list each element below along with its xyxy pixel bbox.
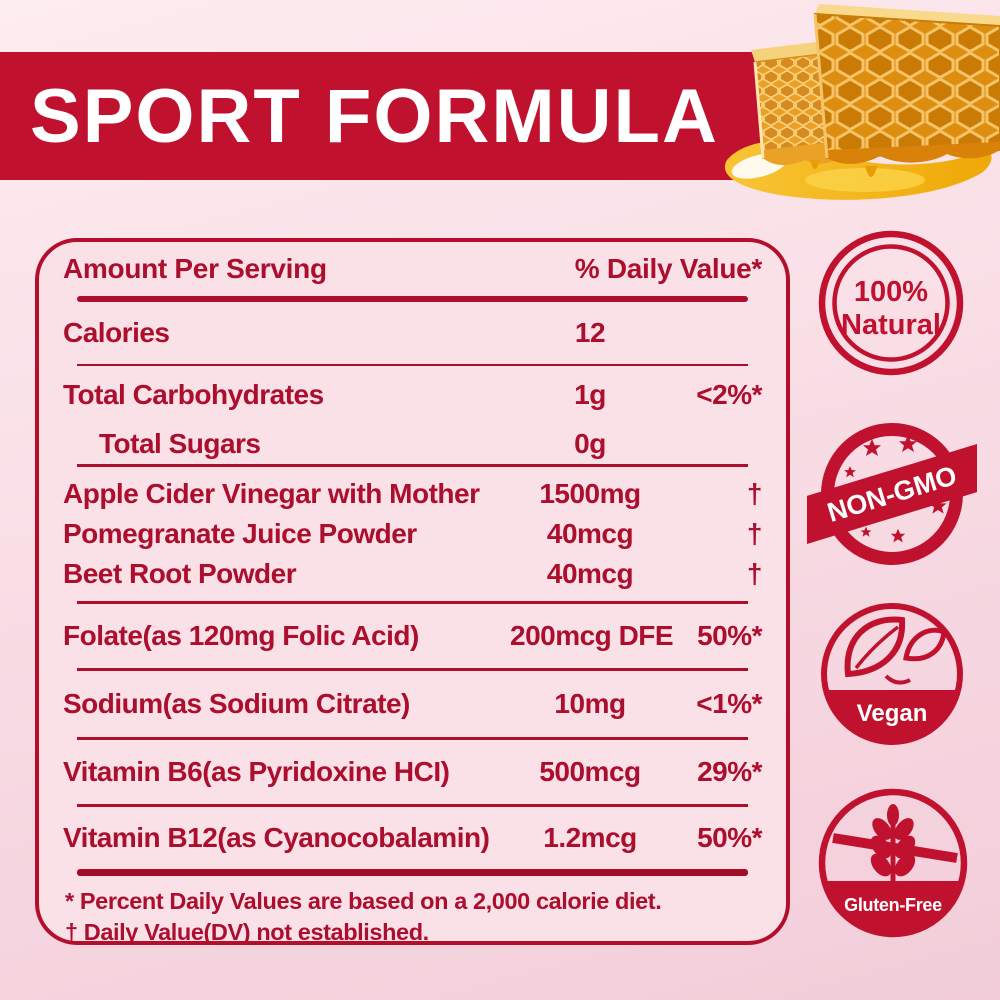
natural-badge-line1: 100% xyxy=(854,276,928,308)
table-section: Vitamin B6(as Pyridoxine HCI) 500mcg 29%… xyxy=(63,740,763,804)
nutrient-name: Sodium(as Sodium Citrate) xyxy=(63,688,410,719)
product-title: SPORT FORMULA xyxy=(30,73,719,159)
nutrient-name: Vitamin B6(as Pyridoxine HCI) xyxy=(63,756,450,787)
nutrient-name: Total Sugars xyxy=(99,428,261,459)
table-section: Total Carbohydrates 1g <2%* Total Sugars… xyxy=(63,366,763,464)
natural-badge: 100% Natural xyxy=(818,230,964,376)
table-section: Calories 12 xyxy=(63,302,762,364)
badge-outer-ring xyxy=(818,230,964,376)
nutrient-amount: 40mcg xyxy=(546,558,634,589)
nutrient-amount: 500mcg xyxy=(539,756,641,787)
nutrient-amount: 10mg xyxy=(554,688,626,719)
footnote-line: † Daily Value(DV) not established. xyxy=(65,919,429,945)
section-divider xyxy=(77,464,748,467)
nutrient-amount: 1500mg xyxy=(539,478,641,509)
nutrient-daily-value: † xyxy=(746,558,763,589)
nutrient-name: Total Carbohydrates xyxy=(63,379,324,410)
table-row: Vitamin B6(as Pyridoxine HCI) 500mcg 29%… xyxy=(63,740,763,804)
footnotes: * Percent Daily Values are based on a 2,… xyxy=(63,876,762,945)
leaf-icon xyxy=(844,616,947,685)
nutrient-daily-value: † xyxy=(746,478,763,509)
natural-badge-line2: Natural xyxy=(841,309,941,341)
nutrient-amount: 12 xyxy=(574,317,606,348)
table-section: Apple Cider Vinegar with Mother 1500mg †… xyxy=(63,467,763,601)
table-row: Total Sugars 0g xyxy=(63,424,762,464)
section-divider xyxy=(77,804,748,807)
nutrient-daily-value: <1%* xyxy=(696,688,762,719)
table-row: Vitamin B12(as Cyanocobalamin) 1.2mcg 50… xyxy=(63,807,763,869)
daily-value-label: % Daily Value* xyxy=(574,253,763,284)
wheat-icon xyxy=(870,804,916,881)
badge-ring xyxy=(821,603,963,745)
footnote-line: * Percent Daily Values are based on a 2,… xyxy=(65,888,662,914)
table-row: Apple Cider Vinegar with Mother 1500mg † xyxy=(63,474,763,514)
section-divider xyxy=(77,601,748,604)
table-row: Pomegranate Juice Powder 40mcg † xyxy=(63,514,763,554)
table-row: Sodium(as Sodium Citrate) 10mg <1%* xyxy=(63,671,763,737)
nutrient-amount: 200mcg DFE xyxy=(510,620,674,651)
supplement-facts-table: Amount Per Serving % Daily Value* Calori… xyxy=(35,238,790,945)
nutrient-name: Pomegranate Juice Powder xyxy=(63,518,417,549)
section-divider xyxy=(77,737,748,740)
nutrient-amount: 1g xyxy=(574,379,606,410)
nutrient-daily-value: † xyxy=(746,518,763,549)
table-section: Vitamin B12(as Cyanocobalamin) 1.2mcg 50… xyxy=(63,807,763,869)
badge-ring xyxy=(818,788,968,938)
nutrient-amount: 1.2mcg xyxy=(543,822,637,853)
nutrient-daily-value: 50%* xyxy=(697,822,762,853)
title-banner: SPORT FORMULA xyxy=(0,52,818,180)
table-section: Sodium(as Sodium Citrate) 10mg <1%* xyxy=(63,671,763,737)
table-row: Folate(as 120mg Folic Acid) 200mcg DFE 5… xyxy=(63,604,763,668)
table-section: Folate(as 120mg Folic Acid) 200mcg DFE 5… xyxy=(63,604,763,668)
vegan-label: Vegan xyxy=(857,700,928,727)
amount-per-serving-label: Amount Per Serving xyxy=(63,253,327,284)
nutrient-name: Apple Cider Vinegar with Mother xyxy=(63,478,480,509)
nutrient-name: Calories xyxy=(63,317,170,348)
section-divider xyxy=(77,869,748,876)
table-row: Total Carbohydrates 1g <2%* xyxy=(63,366,763,424)
table-body: Calories 12 Total Carbohydrates 1g <2%* … xyxy=(63,302,763,876)
nutrient-daily-value: <2%* xyxy=(696,379,762,410)
section-divider xyxy=(77,668,748,671)
table-row: Calories 12 xyxy=(63,302,762,364)
section-divider xyxy=(77,364,748,366)
header-divider xyxy=(77,296,748,302)
table-header: Amount Per Serving % Daily Value* xyxy=(63,242,762,296)
badge-inner-ring xyxy=(832,244,950,362)
nutrient-daily-value: 29%* xyxy=(697,756,762,787)
gluten-free-label: Gluten-Free xyxy=(844,895,942,915)
nutrient-amount: 0g xyxy=(574,428,606,459)
nutrient-daily-value: 50%* xyxy=(697,620,762,651)
nutrient-name: Vitamin B12(as Cyanocobalamin) xyxy=(63,822,490,853)
non-gmo-badge: NON-GMO xyxy=(807,423,977,565)
honeycomb-big-block xyxy=(813,4,1000,164)
nutrient-name: Beet Root Powder xyxy=(63,558,297,589)
nutrient-name: Folate(as 120mg Folic Acid) xyxy=(63,620,419,651)
vegan-badge: Vegan xyxy=(821,603,963,745)
gluten-free-badge: Gluten-Free xyxy=(818,788,968,938)
nutrient-amount: 40mcg xyxy=(546,518,634,549)
honeycomb-photo xyxy=(724,4,1000,200)
table-row: Beet Root Powder 40mcg † xyxy=(63,554,763,594)
